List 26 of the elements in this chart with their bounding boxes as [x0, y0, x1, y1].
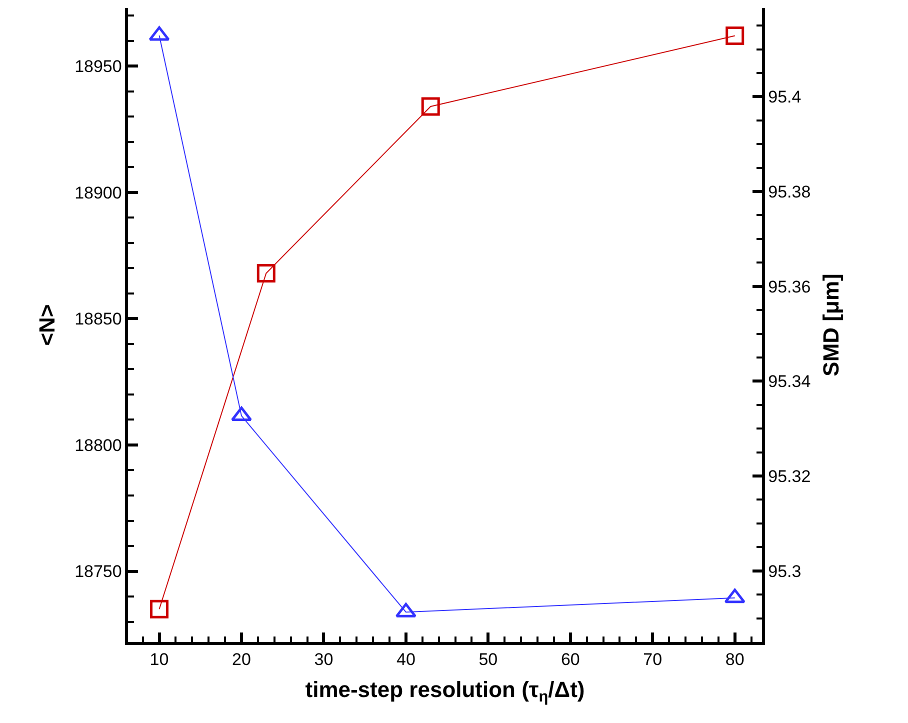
point — [726, 26, 744, 46]
point — [150, 600, 168, 618]
point — [421, 97, 440, 116]
x-tick-label: 60 — [560, 650, 580, 670]
x-tick-label: 40 — [396, 650, 416, 670]
x-tick-label: 10 — [150, 650, 169, 670]
y-tick-label: 18800 — [74, 436, 122, 455]
x-tick-label: 20 — [232, 650, 251, 670]
y2-tick-label: 95.32 — [768, 466, 811, 486]
y2-tick-label: 95.34 — [768, 372, 811, 392]
y2-tick-label: 95.36 — [768, 277, 811, 296]
y-tick-label: 18900 — [74, 183, 122, 202]
x-tick-label: 30 — [314, 650, 334, 670]
y2-axis-title: SMD [μm] — [818, 274, 844, 376]
y-axis-title: <N> — [34, 304, 60, 346]
x-axis-title: time-step resolution (τ$_{η}$/Δt) — [305, 677, 585, 706]
y2-tick-label: 95.38 — [768, 182, 811, 202]
y-tick-label: 18950 — [74, 57, 122, 76]
y2-tick-label: 95.4 — [768, 88, 802, 107]
y-tick-label: 18750 — [74, 562, 122, 582]
x-tick-label: 80 — [725, 650, 744, 670]
y-tick-label: 18850 — [74, 310, 122, 329]
x-tick-label: 70 — [643, 650, 662, 670]
point — [256, 264, 276, 282]
y2-tick-label: 95.3 — [768, 562, 802, 581]
x-tick-label: 50 — [478, 650, 498, 670]
